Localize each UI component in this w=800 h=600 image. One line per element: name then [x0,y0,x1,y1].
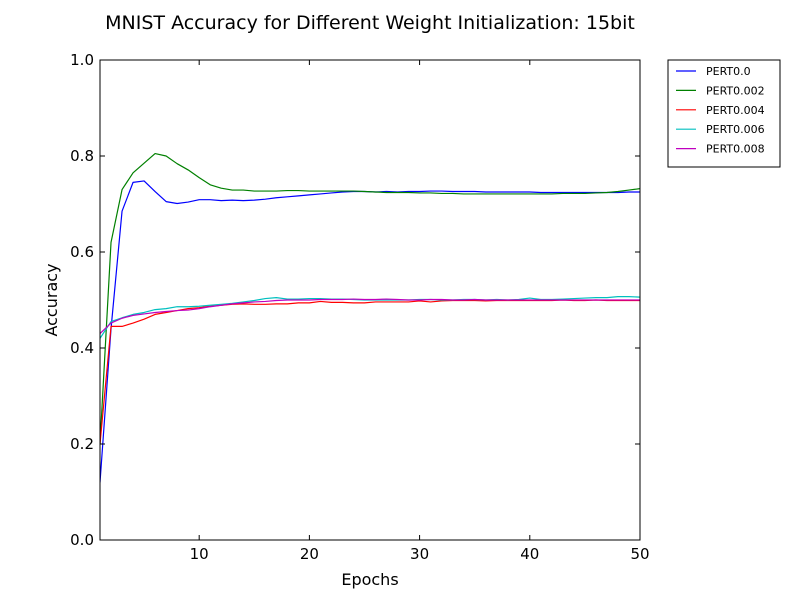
x-tick-label: 50 [630,545,649,563]
plot-frame [99,59,641,541]
legend-label: PERT0.0 [706,65,751,78]
series-line-pert0-0 [100,180,640,483]
plot-area: 10 20 30 40 50 0.0 0.2 0.4 0.6 0.8 1.0 [70,51,649,563]
x-tick-label: 40 [520,545,539,563]
legend: PERT0.0 PERT0.002 PERT0.004 PERT0.006 PERT0.… [667,59,781,168]
y-tick-label: 0.2 [70,435,94,453]
y-tick-label: 0.6 [70,243,94,261]
x-tick-label: 10 [190,545,209,563]
legend-label: PERT0.002 [706,84,765,97]
x-tick-label: 20 [300,545,319,563]
series-line-pert0-008 [100,298,640,335]
y-tick-label: 1.0 [70,51,94,69]
series-line-pert0-002 [100,153,640,445]
y-tick-label: 0.8 [70,147,94,165]
legend-label: PERT0.004 [706,104,765,117]
series-lines [100,153,640,483]
x-axis-label: Epochs [341,570,398,589]
legend-label: PERT0.008 [706,143,765,156]
y-axis-label: Accuracy [42,263,61,336]
y-tick-label: 0.4 [70,339,94,357]
y-tick-label: 0.0 [70,531,94,549]
x-tick-label: 30 [410,545,429,563]
legend-label: PERT0.006 [706,123,765,136]
series-line-pert0-004 [100,299,640,445]
chart-title: MNIST Accuracy for Different Weight Init… [105,12,635,34]
